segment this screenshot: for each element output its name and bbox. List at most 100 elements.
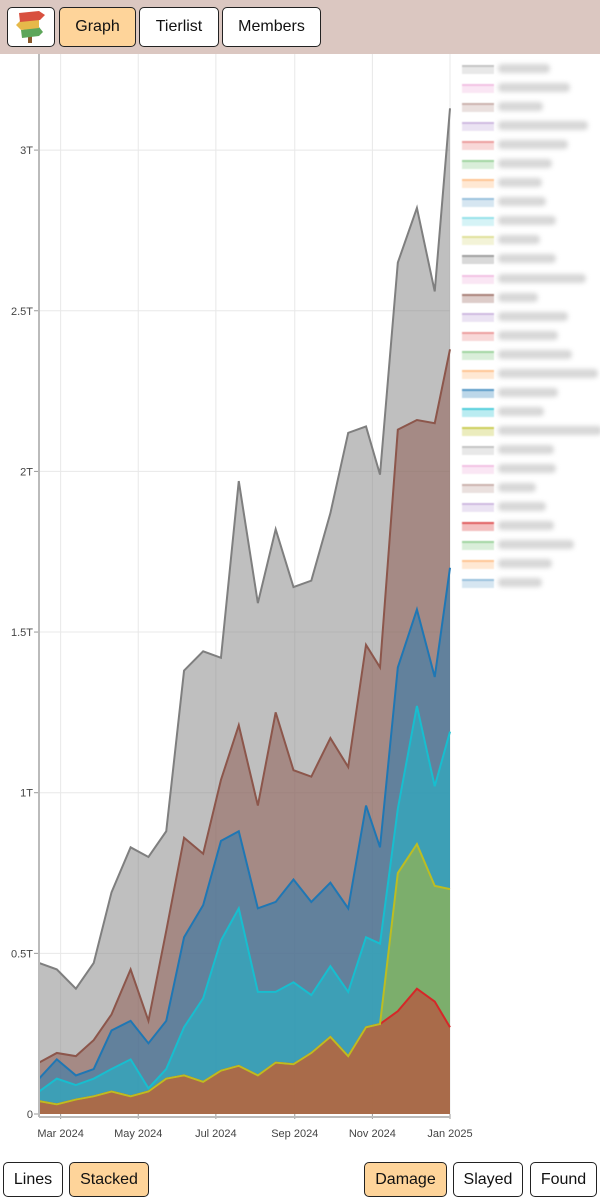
- series-line-5: [38, 108, 451, 991]
- tab-members[interactable]: Members: [222, 7, 321, 47]
- legend-swatch: [462, 179, 494, 189]
- legend-item[interactable]: [462, 291, 600, 310]
- tab-tierlist[interactable]: Tierlist: [139, 7, 219, 47]
- legend-label-redacted: [498, 444, 554, 454]
- legend-item[interactable]: [462, 62, 600, 81]
- damage-metric-button[interactable]: Damage: [364, 1162, 447, 1197]
- y-tick-label: 1.5T: [11, 627, 33, 639]
- legend-swatch: [462, 350, 494, 360]
- legend-item[interactable]: [462, 310, 600, 329]
- legend-swatch: [462, 445, 494, 455]
- slayed-metric-button[interactable]: Slayed: [453, 1162, 523, 1197]
- legend-label-redacted: [498, 159, 552, 169]
- legend-item[interactable]: [462, 481, 600, 500]
- legend-item[interactable]: [462, 386, 600, 405]
- legend-swatch: [462, 255, 494, 265]
- legend-label-redacted: [498, 559, 552, 569]
- legend-item[interactable]: [462, 119, 600, 138]
- legend-label-redacted: [498, 273, 586, 283]
- legend-swatch: [462, 426, 494, 436]
- legend-swatch: [462, 65, 494, 74]
- legend-item[interactable]: [462, 81, 600, 100]
- legend-swatch: [462, 198, 494, 208]
- legend-swatch: [462, 560, 494, 570]
- legend-item[interactable]: [462, 100, 600, 119]
- legend-item[interactable]: [462, 176, 600, 195]
- series-line-4: [38, 349, 451, 1064]
- signpost-icon: [16, 11, 45, 43]
- legend-item[interactable]: [462, 424, 600, 443]
- x-tick-label: Jan 2025: [427, 1128, 472, 1140]
- legend-item[interactable]: [462, 367, 600, 386]
- legend-item[interactable]: [462, 405, 600, 424]
- legend-swatch: [462, 141, 494, 151]
- legend-item[interactable]: [462, 443, 600, 462]
- legend-item[interactable]: [462, 157, 600, 176]
- legend-item[interactable]: [462, 329, 600, 348]
- series-line-3: [38, 567, 451, 1080]
- home-logo-button[interactable]: [7, 7, 55, 47]
- legend-label-redacted: [498, 254, 556, 264]
- legend-swatch: [462, 522, 494, 532]
- series-area-2: [39, 705, 450, 1114]
- series-area-0: [39, 988, 450, 1114]
- legend-item[interactable]: [462, 462, 600, 481]
- legend-label-redacted: [498, 102, 543, 112]
- legend-label-redacted: [498, 216, 556, 226]
- legend-label-redacted: [498, 425, 600, 435]
- legend-item[interactable]: [462, 252, 600, 271]
- legend-swatch: [462, 464, 494, 474]
- legend-label-redacted: [498, 311, 568, 321]
- x-tick-label: Nov 2024: [349, 1128, 396, 1140]
- legend-swatch: [462, 236, 494, 246]
- legend-swatch: [462, 122, 494, 132]
- legend-swatch: [462, 407, 494, 417]
- legend-item[interactable]: [462, 233, 600, 252]
- stacked-area-chart: 0 0.5T 1T 1.5T 2T 2.5T 3T Mar 2024 May 2024 Jul 2…: [11, 54, 473, 1140]
- legend-item[interactable]: [462, 500, 600, 519]
- legend-item[interactable]: [462, 519, 600, 538]
- legend-item[interactable]: [462, 557, 600, 576]
- x-tick-label: Jul 2024: [195, 1128, 237, 1140]
- legend-swatch: [462, 312, 494, 322]
- legend-swatch: [462, 160, 494, 170]
- legend-item[interactable]: [462, 272, 600, 291]
- legend-item[interactable]: [462, 138, 600, 157]
- legend-item[interactable]: [462, 538, 600, 557]
- y-tick-label: 2T: [20, 466, 33, 478]
- legend-label-redacted: [498, 121, 588, 131]
- found-metric-button[interactable]: Found: [530, 1162, 597, 1197]
- legend-label-redacted: [498, 64, 550, 73]
- series-line-1: [38, 842, 451, 1106]
- legend-swatch: [462, 274, 494, 284]
- legend-swatch: [462, 503, 494, 513]
- legend-swatch: [462, 103, 494, 113]
- y-tick-label: 2.5T: [11, 306, 33, 318]
- legend-item[interactable]: [462, 195, 600, 214]
- x-tick-label: Mar 2024: [37, 1128, 83, 1140]
- series-area-3: [39, 567, 450, 1114]
- legend-item[interactable]: [462, 576, 600, 595]
- lines-mode-button[interactable]: Lines: [3, 1162, 63, 1197]
- tab-graph[interactable]: Graph: [59, 7, 136, 47]
- legend-label-redacted: [498, 368, 598, 378]
- y-tick-label: 3T: [20, 145, 33, 157]
- legend-label-redacted: [498, 83, 570, 93]
- legend-swatch: [462, 541, 494, 551]
- top-bar: Graph Tierlist Members: [0, 0, 600, 54]
- legend-label-redacted: [498, 578, 542, 588]
- x-tick-label: May 2024: [114, 1128, 162, 1140]
- legend-swatch: [462, 484, 494, 494]
- x-tick-label: Sep 2024: [271, 1128, 318, 1140]
- legend-label-redacted: [498, 197, 546, 207]
- legend-label-redacted: [498, 483, 536, 493]
- legend-label-redacted: [498, 235, 540, 245]
- legend-item[interactable]: [462, 214, 600, 233]
- legend-swatch: [462, 293, 494, 303]
- series-line-2: [38, 705, 451, 1093]
- legend-item[interactable]: [462, 348, 600, 367]
- y-tick-label: 0: [27, 1109, 33, 1121]
- stacked-mode-button[interactable]: Stacked: [69, 1162, 149, 1197]
- legend-label-redacted: [498, 406, 544, 416]
- legend-label-redacted: [498, 463, 556, 473]
